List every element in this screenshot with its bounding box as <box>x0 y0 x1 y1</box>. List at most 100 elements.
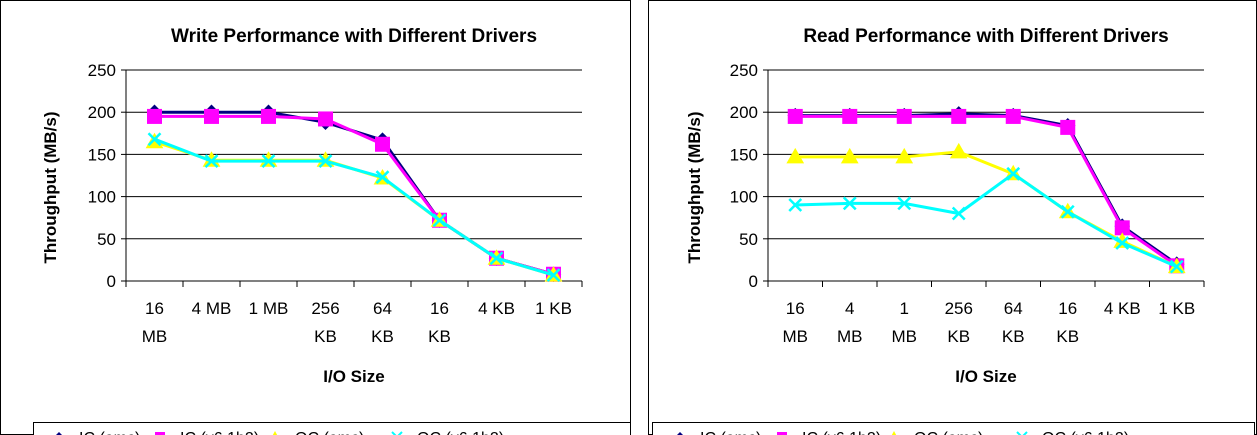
x-tick-label-line: 1 <box>900 299 909 318</box>
legend-label: OC (emc) <box>914 430 983 435</box>
data-point <box>895 147 914 164</box>
y-tick-label: 200 <box>88 103 116 122</box>
legend-label: OC (emc) <box>295 430 364 435</box>
data-point <box>204 108 219 124</box>
x-tick-label: 1 MB <box>249 299 289 318</box>
legend-swatch-oc-emc-marker <box>272 431 278 435</box>
chart-frame <box>648 0 1257 435</box>
write-performance-chart: Write Performance with Different Drivers… <box>0 0 631 435</box>
data-point <box>1169 259 1184 274</box>
legend: IC (emc) IC (v6.1b2) OC (emc) OC (v6.1b2) <box>33 422 631 435</box>
y-axis-title: Throughput (MB/s) <box>41 111 60 263</box>
x-tick-label-line: 16 <box>786 299 805 318</box>
x-tick-label: 1 KB <box>535 299 572 318</box>
data-point <box>951 206 966 221</box>
legend-swatch-oc-v6-1b2-marker <box>391 431 403 435</box>
legend-swatch-ic-emc-marker <box>56 432 62 435</box>
x-tick-label-line: 256 <box>945 299 973 318</box>
data-point <box>787 108 803 124</box>
x-tick-label: 4 MB <box>192 299 232 318</box>
x-tick-label: 4 MB <box>837 299 863 346</box>
legend-label: IC (emc) <box>700 430 761 435</box>
y-tick-label: 100 <box>730 188 758 207</box>
read-performance-chart: Read Performance with Different Drivers 0… <box>648 0 1257 435</box>
x-tick-label-line: 4 KB <box>1104 299 1141 318</box>
y-tick-label: 200 <box>730 103 758 122</box>
legend: IC (emc) IC (v6.1b2) OC (emc) OC (v6.1b2) <box>652 422 1255 435</box>
data-point <box>842 108 858 124</box>
x-tick-label: 16 KB <box>428 299 451 346</box>
x-tick-label-line: 1 KB <box>1158 299 1195 318</box>
x-tick-label-line: 1 KB <box>535 299 572 318</box>
series-line <box>153 137 554 277</box>
y-axis-title: Throughput (MB/s) <box>685 111 704 263</box>
data-point <box>546 268 561 282</box>
data-point <box>204 154 219 169</box>
data-point <box>896 108 912 124</box>
y-tick-label: 50 <box>97 230 116 249</box>
x-tick-label-line: 64 <box>1004 299 1023 318</box>
gridlines <box>763 69 1204 282</box>
legend-label: IC (emc) <box>79 430 140 435</box>
x-tick-label-line: 16 <box>145 299 164 318</box>
x-tick-label-line: 64 <box>373 299 392 318</box>
chart-svg: Write Performance with Different Drivers… <box>0 0 631 435</box>
x-tick-label: 1 MB <box>892 299 918 346</box>
x-tick-label-line: KB <box>371 327 394 346</box>
chart-frame <box>0 0 631 435</box>
data-point <box>951 108 967 124</box>
data-point <box>261 108 276 124</box>
x-tick-label: 16 MB <box>142 299 168 346</box>
data-point <box>786 147 805 164</box>
legend-box <box>652 422 1255 435</box>
legend-swatch-ic-emc-marker <box>677 432 683 435</box>
legend-swatch-ic-v6-1b2-marker <box>155 432 165 435</box>
y-tick-label: 250 <box>88 61 116 80</box>
data-point <box>1060 119 1076 135</box>
x-tick-label-line: KB <box>1002 327 1025 346</box>
legend-swatch-ic-v6-1b2-marker <box>777 432 787 435</box>
data-point <box>318 111 333 127</box>
data-point <box>432 213 447 228</box>
x-tick-label-line: 4 MB <box>192 299 232 318</box>
y-tick-label: 0 <box>107 272 116 291</box>
x-tick-label-line: KB <box>428 327 451 346</box>
x-tick-label-line: 16 <box>1058 299 1077 318</box>
data-point <box>259 151 278 167</box>
x-tick-label-line: MB <box>837 327 863 346</box>
x-tick-label: 16 MB <box>783 299 809 346</box>
y-tick-label: 250 <box>730 61 758 80</box>
x-tick-label: 64 KB <box>371 299 394 346</box>
chart-title: Read Performance with Different Drivers <box>803 26 1168 47</box>
x-tick-label-line: 4 KB <box>478 299 515 318</box>
x-axis-title: I/O Size <box>955 367 1016 386</box>
x-tick-label-line: MB <box>892 327 918 346</box>
x-tick-label: 16 KB <box>1056 299 1079 346</box>
chart-svg: Read Performance with Different Drivers 0… <box>648 0 1257 435</box>
series-line <box>795 171 1178 269</box>
x-tick-label-line: KB <box>314 327 337 346</box>
x-tick-label: 64 KB <box>1002 299 1025 346</box>
data-point <box>147 132 162 147</box>
x-tick-label-line: KB <box>947 327 970 346</box>
data-point <box>842 196 857 211</box>
x-tick-label-line: 4 <box>845 299 854 318</box>
x-tick-label: 4 KB <box>478 299 515 318</box>
legend-swatch-oc-emc-marker <box>891 431 897 435</box>
x-axis-title: I/O Size <box>323 367 384 386</box>
x-tick-label-line: 256 <box>311 299 339 318</box>
data-point <box>897 196 912 211</box>
data-point <box>1006 166 1021 181</box>
data-point <box>840 147 859 164</box>
legend-label: OC (v6.1b2) <box>1042 430 1129 435</box>
data-point <box>375 170 390 185</box>
legend-box <box>33 422 631 435</box>
y-tick-label: 100 <box>88 188 116 207</box>
data-point <box>1060 204 1075 219</box>
x-tick-label-line: 1 MB <box>249 299 289 318</box>
y-tick-label: 0 <box>749 272 758 291</box>
data-point <box>147 108 162 124</box>
data-point <box>788 198 803 212</box>
x-tick-label-line: KB <box>1056 327 1079 346</box>
data-point <box>318 154 333 169</box>
